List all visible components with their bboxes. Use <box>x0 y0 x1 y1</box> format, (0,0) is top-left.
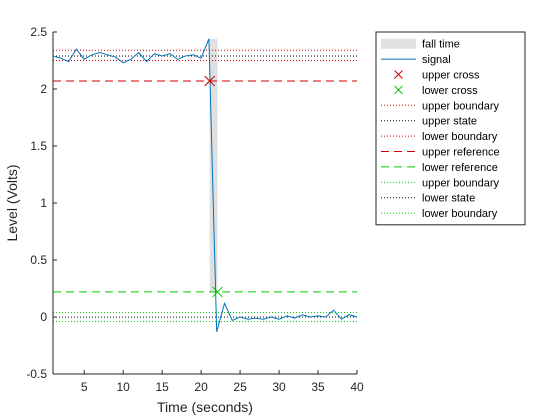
x-tick-label-0: 5 <box>81 380 88 394</box>
lower-cross-marker-stroke-b <box>212 286 223 298</box>
x-tick-label-7: 40 <box>350 380 364 394</box>
legend-swatch-x-b <box>394 70 403 79</box>
legend-item-upper-cross-2: upper cross <box>394 70 480 82</box>
x-tick-label-3: 20 <box>194 380 208 394</box>
legend-item-upper-state-5: upper state <box>381 116 477 128</box>
legend-item-lower-cross-3: lower cross <box>394 85 478 97</box>
upper-cross-marker <box>204 75 216 87</box>
legend-label: upper cross <box>422 70 480 82</box>
y-tick-label-5: 2 <box>40 82 47 96</box>
x-tick-label-6: 35 <box>311 380 325 394</box>
upper-cross-marker-stroke-b <box>204 75 216 87</box>
legend-item-lower-boundary-6: lower boundary <box>381 131 498 143</box>
y-tick-label-4: 1.5 <box>30 139 47 153</box>
y-tick-label-6: 2.5 <box>30 25 47 39</box>
legend-label: upper boundary <box>422 177 500 189</box>
x-tick-label-5: 30 <box>272 380 286 394</box>
legend-item-lower-reference-8: lower reference <box>381 162 498 174</box>
x-tick-label-1: 10 <box>116 380 130 394</box>
legend-item-lower-boundary-11: lower boundary <box>381 208 498 220</box>
legend-swatch-patch <box>381 38 416 49</box>
legend-label: upper state <box>422 116 477 128</box>
y-tick-label-2: 0.5 <box>30 253 47 267</box>
y-tick-label-0: -0.5 <box>26 367 47 381</box>
lower-cross-marker <box>212 286 223 298</box>
legend-label: lower boundary <box>422 208 498 220</box>
legend-item-upper-boundary-4: upper boundary <box>381 100 500 112</box>
legend-label: upper boundary <box>422 100 500 112</box>
signal-line <box>52 38 358 332</box>
x-axis-label: Time (seconds) <box>157 399 253 415</box>
legend-label: lower reference <box>422 162 498 174</box>
legend-item-upper-reference-7: upper reference <box>381 147 500 159</box>
plot-area <box>52 32 358 374</box>
legend-label: lower state <box>422 193 475 205</box>
legend: fall time signal upper cross lower cross upp… <box>375 31 526 226</box>
legend-label: lower cross <box>422 85 478 97</box>
legend-item-signal-1: signal <box>381 54 451 66</box>
legend-swatch-x-b <box>394 85 403 95</box>
legend-box <box>375 31 526 226</box>
legend-label: lower boundary <box>422 131 498 143</box>
fall-time-patch <box>209 38 218 292</box>
plot-background <box>53 32 357 374</box>
x-tick-label-4: 25 <box>233 380 247 394</box>
legend-label: fall time <box>422 39 460 51</box>
y-tick-label-1: 0 <box>40 310 47 324</box>
y-tick-label-3: 1 <box>40 196 47 210</box>
legend-item-lower-state-10: lower state <box>381 193 475 205</box>
legend-label: upper reference <box>422 147 500 159</box>
legend-item-fall-time-0: fall time <box>381 38 460 51</box>
axes: 5 10 15 20 25 30 35 40 -0.5 0 0.5 1 1.5 2 2.5 <box>26 25 364 394</box>
y-axis-label: Level (Volts) <box>4 164 20 241</box>
x-tick-label-2: 15 <box>155 380 169 394</box>
legend-item-upper-boundary-9: upper boundary <box>381 177 500 189</box>
legend-label: signal <box>422 54 451 66</box>
